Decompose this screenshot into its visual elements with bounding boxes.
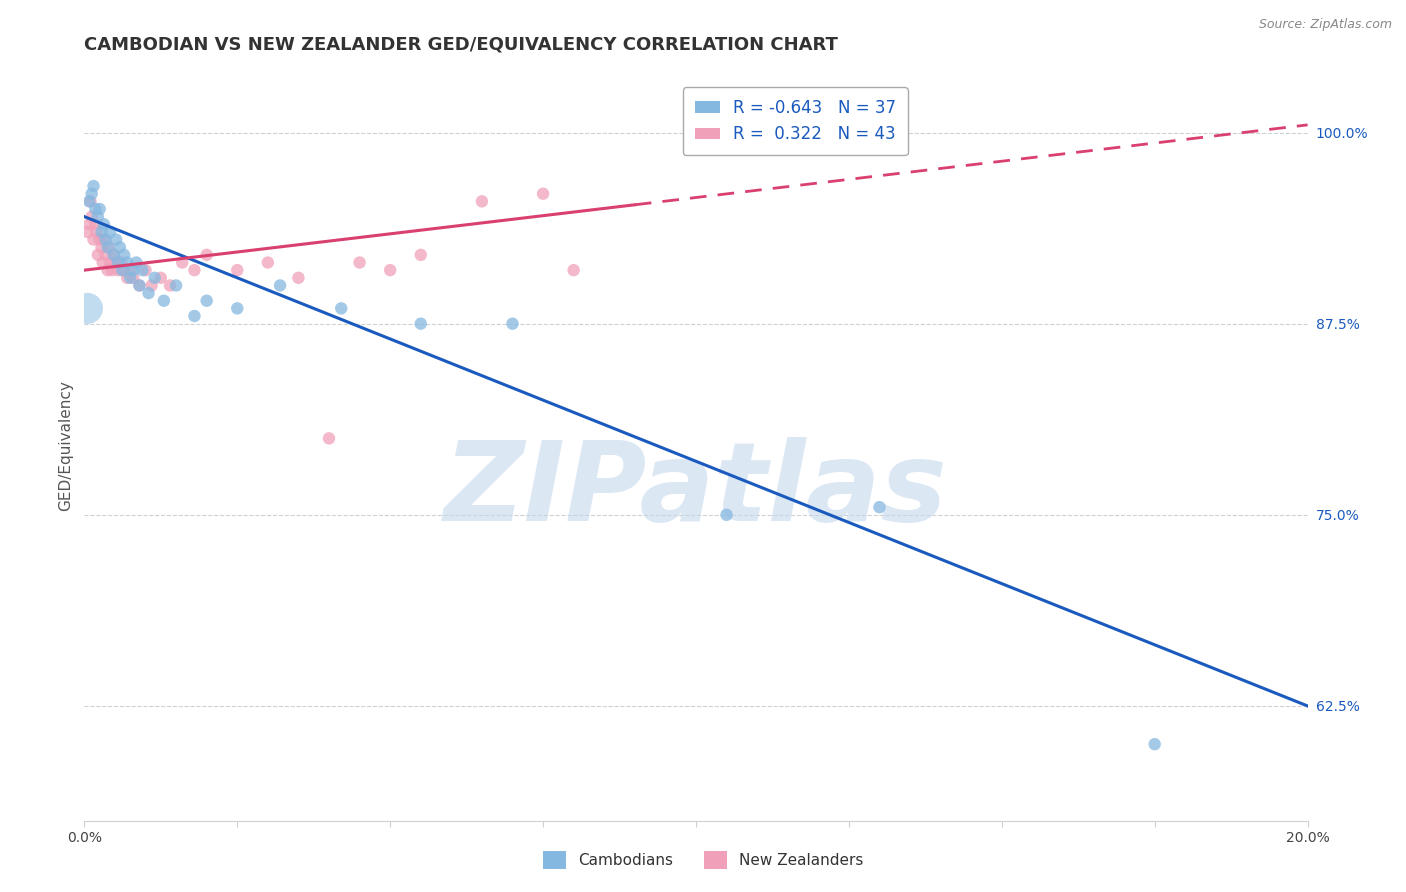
Point <box>149 270 172 285</box>
Point <box>76 225 98 239</box>
Point <box>380 263 402 277</box>
Point <box>98 225 121 239</box>
Point <box>93 233 115 247</box>
Point <box>110 255 132 269</box>
Point <box>128 278 150 293</box>
Point <box>87 248 110 262</box>
Point <box>101 263 124 277</box>
Point <box>195 248 218 262</box>
Point <box>77 194 100 209</box>
Point <box>159 278 181 293</box>
Point <box>165 278 187 293</box>
Point <box>104 255 127 269</box>
Point <box>131 263 153 277</box>
Point <box>115 270 138 285</box>
Point <box>80 186 103 201</box>
Point <box>269 278 291 293</box>
Point <box>87 210 110 224</box>
Point <box>79 194 101 209</box>
Point <box>330 301 353 316</box>
Point <box>143 270 166 285</box>
Point <box>77 217 100 231</box>
Point <box>138 286 160 301</box>
Point <box>103 248 125 262</box>
Point <box>112 248 135 262</box>
Point <box>76 301 98 316</box>
Point <box>84 217 107 231</box>
Point <box>83 179 105 194</box>
Point <box>409 248 432 262</box>
Point <box>86 225 108 239</box>
Point <box>107 255 129 269</box>
Point <box>135 263 157 277</box>
Point <box>409 317 432 331</box>
Point <box>91 255 114 269</box>
Point <box>89 202 111 216</box>
Point <box>502 317 524 331</box>
Point <box>93 217 115 231</box>
Point <box>183 263 205 277</box>
Point <box>80 210 103 224</box>
Point <box>83 233 105 247</box>
Point <box>89 233 111 247</box>
Point <box>1143 737 1166 751</box>
Point <box>125 255 148 269</box>
Point <box>318 431 340 445</box>
Point <box>111 263 134 277</box>
Point <box>97 263 120 277</box>
Point <box>195 293 218 308</box>
Point <box>94 248 117 262</box>
Point <box>115 255 138 269</box>
Point <box>471 194 494 209</box>
Point <box>287 270 309 285</box>
Point <box>122 270 145 285</box>
Point <box>141 278 163 293</box>
Point <box>108 240 131 254</box>
Point <box>103 248 125 262</box>
Point <box>869 500 891 515</box>
Point <box>531 186 554 201</box>
Point <box>128 278 150 293</box>
Point <box>97 240 120 254</box>
Point <box>94 233 117 247</box>
Legend: Cambodians, New Zealanders: Cambodians, New Zealanders <box>537 845 869 875</box>
Point <box>226 301 249 316</box>
Point <box>107 263 129 277</box>
Point <box>562 263 585 277</box>
Point <box>90 225 112 239</box>
Point <box>112 263 135 277</box>
Text: ZIPatlas: ZIPatlas <box>444 437 948 544</box>
Point <box>105 233 128 247</box>
Y-axis label: GED/Equivalency: GED/Equivalency <box>58 381 73 511</box>
Point <box>122 263 145 277</box>
Point <box>90 240 112 254</box>
Point <box>349 255 371 269</box>
Point <box>183 309 205 323</box>
Point <box>172 255 194 269</box>
Legend: R = -0.643   N = 37, R =  0.322   N = 43: R = -0.643 N = 37, R = 0.322 N = 43 <box>683 87 908 155</box>
Point <box>98 255 121 269</box>
Point <box>120 270 142 285</box>
Point <box>226 263 249 277</box>
Point <box>97 240 120 254</box>
Point <box>257 255 280 269</box>
Text: Source: ZipAtlas.com: Source: ZipAtlas.com <box>1258 18 1392 31</box>
Point <box>84 202 107 216</box>
Point <box>120 263 142 277</box>
Text: CAMBODIAN VS NEW ZEALANDER GED/EQUIVALENCY CORRELATION CHART: CAMBODIAN VS NEW ZEALANDER GED/EQUIVALEN… <box>84 36 838 54</box>
Point <box>716 508 738 522</box>
Point <box>153 293 176 308</box>
